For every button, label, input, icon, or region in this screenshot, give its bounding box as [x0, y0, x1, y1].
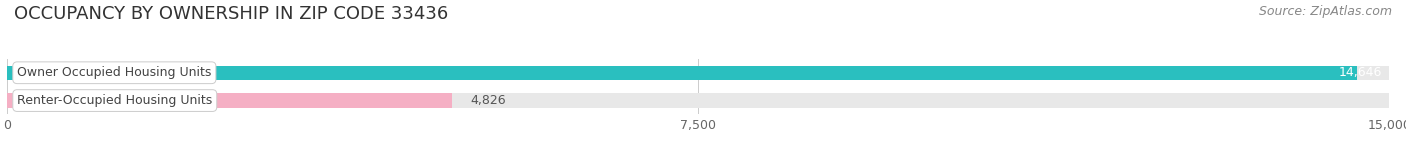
Text: 4,826: 4,826	[470, 94, 506, 107]
Bar	[7, 93, 451, 108]
Bar	[7, 66, 1357, 80]
Bar	[7, 93, 1389, 108]
Text: 14,646: 14,646	[1339, 66, 1382, 79]
Text: OCCUPANCY BY OWNERSHIP IN ZIP CODE 33436: OCCUPANCY BY OWNERSHIP IN ZIP CODE 33436	[14, 5, 449, 23]
Text: Renter-Occupied Housing Units: Renter-Occupied Housing Units	[17, 94, 212, 107]
Text: Source: ZipAtlas.com: Source: ZipAtlas.com	[1258, 5, 1392, 18]
Bar	[7, 66, 1389, 80]
Text: Owner Occupied Housing Units: Owner Occupied Housing Units	[17, 66, 211, 79]
